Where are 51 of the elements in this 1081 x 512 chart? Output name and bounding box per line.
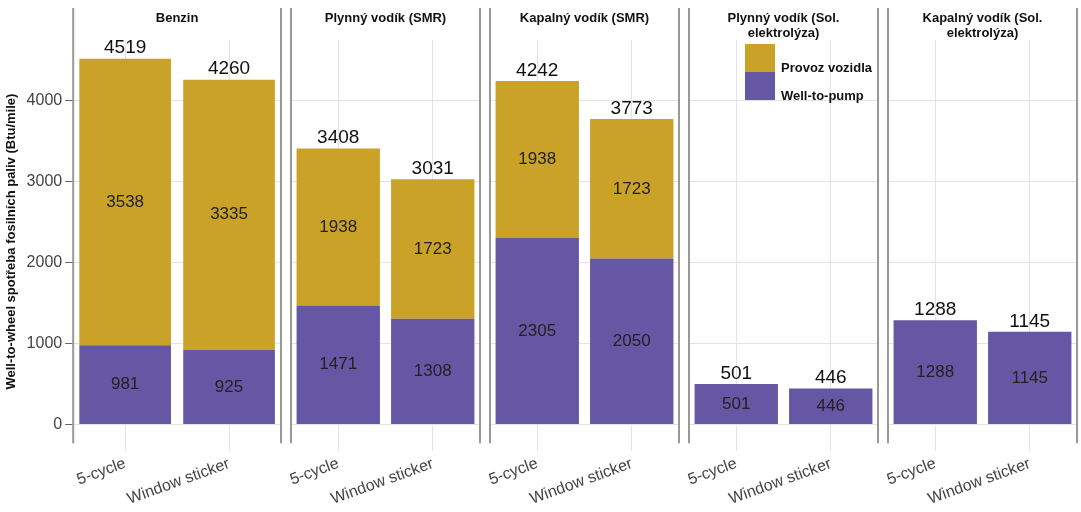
legend-label: Provoz vozidla bbox=[780, 59, 873, 75]
total-label: 501 bbox=[720, 361, 753, 383]
bar bbox=[590, 119, 674, 259]
data-label: 1145 bbox=[1011, 367, 1049, 387]
y-tick-label: 1000 bbox=[26, 333, 63, 351]
total-label: 4260 bbox=[207, 57, 251, 79]
total-label: 1288 bbox=[914, 298, 957, 320]
y-tick-label: 0 bbox=[53, 414, 63, 432]
data-label: 1723 bbox=[413, 238, 452, 258]
bar bbox=[391, 179, 475, 319]
chart-title: Plynný vodík (SMR) bbox=[324, 10, 447, 26]
legend-label: Well-to-pump bbox=[780, 87, 864, 103]
bar bbox=[79, 58, 171, 346]
bar bbox=[183, 349, 275, 425]
y-tick-label: 2000 bbox=[26, 253, 63, 271]
data-label: 3538 bbox=[106, 191, 145, 211]
bar bbox=[296, 305, 380, 425]
bar bbox=[495, 81, 579, 238]
data-label: 1723 bbox=[612, 178, 651, 198]
data-label: 925 bbox=[214, 376, 244, 396]
data-label: 2305 bbox=[518, 320, 557, 340]
bar bbox=[79, 345, 171, 425]
y-axis-title: Well-to-wheel spotřeba fosilních paliv (Btu/mile) bbox=[3, 93, 19, 390]
data-label: 3335 bbox=[210, 204, 248, 224]
data-label: 446 bbox=[816, 395, 845, 415]
bar bbox=[183, 79, 275, 350]
chart-title: Kapalný vodík (SMR) bbox=[519, 10, 650, 26]
data-label: 1288 bbox=[916, 361, 955, 381]
y-tick-label: 3000 bbox=[26, 172, 63, 190]
bar bbox=[296, 148, 380, 306]
data-label: 1308 bbox=[413, 361, 452, 381]
data-label: 2050 bbox=[612, 331, 651, 350]
total-label: 4242 bbox=[516, 58, 559, 80]
chart-title: Kapalný vodík (Sol. elektrolýza) bbox=[922, 10, 1043, 41]
total-label: 4519 bbox=[104, 36, 147, 58]
chart-title: Benzin bbox=[155, 10, 199, 26]
total-label: 3031 bbox=[411, 156, 454, 178]
total-label: 3408 bbox=[317, 126, 360, 148]
bar bbox=[391, 318, 475, 425]
data-label: 1471 bbox=[319, 354, 358, 374]
total-label: 446 bbox=[814, 366, 847, 388]
bar bbox=[590, 258, 674, 425]
data-label: 981 bbox=[110, 374, 140, 394]
data-label: 1938 bbox=[518, 149, 557, 169]
total-label: 1145 bbox=[1009, 309, 1051, 331]
total-label: 3773 bbox=[610, 96, 653, 118]
data-label: 501 bbox=[722, 393, 751, 413]
data-label: 1938 bbox=[319, 216, 358, 236]
y-tick-label: 4000 bbox=[26, 91, 63, 109]
chart-title: Plynný vodík (Sol. elektrolýza) bbox=[727, 10, 840, 41]
bar bbox=[495, 237, 579, 425]
